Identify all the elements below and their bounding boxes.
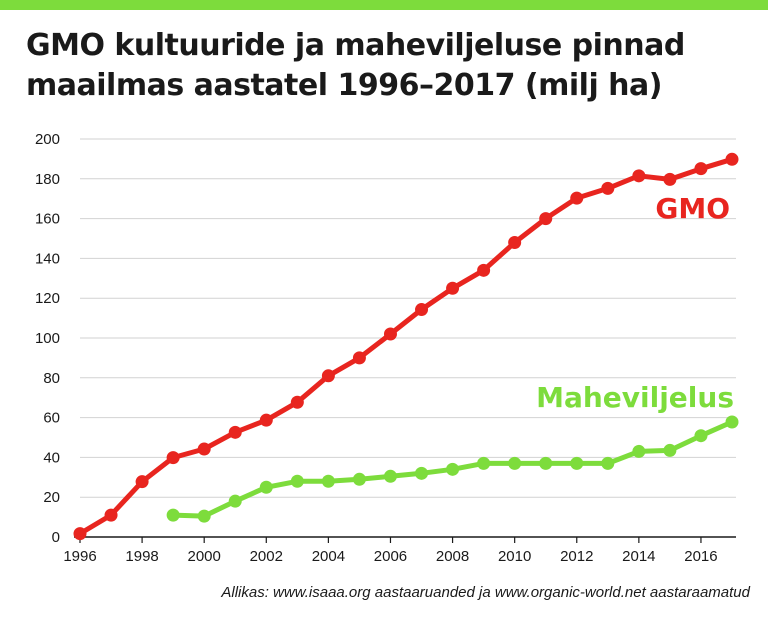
- data-point-gmo-2010: [508, 235, 522, 249]
- series-line-gmo: [77, 156, 735, 537]
- data-point-maheviljelus-2014: [632, 444, 646, 458]
- data-point-gmo-2014: [632, 169, 646, 183]
- x-tick-label-2016: 2016: [684, 548, 717, 565]
- axis-layer: 0 20 40 60 80 100 120 140 160 180 200 1996 1998 2000 2…: [35, 131, 736, 565]
- top-accent-bar: [0, 0, 768, 10]
- y-tick-label-0: 0: [52, 529, 60, 546]
- data-point-gmo-2003: [290, 395, 304, 409]
- data-point-gmo-1997: [104, 508, 118, 522]
- label-layer: GMO Maheviljelus: [536, 192, 734, 414]
- data-point-maheviljelus-2000: [197, 509, 211, 523]
- data-point-gmo-2004: [321, 369, 335, 383]
- grid-layer: [80, 138, 736, 498]
- data-point-maheviljelus-2013: [601, 456, 615, 470]
- data-point-maheviljelus-2017: [725, 415, 739, 429]
- data-point-maheviljelus-2009: [477, 456, 491, 470]
- y-tick-label-200: 200: [35, 131, 60, 148]
- x-tick-label-2002: 2002: [250, 548, 283, 565]
- y-tick-label-60: 60: [43, 410, 60, 427]
- data-point-gmo-2000: [197, 442, 211, 456]
- data-point-gmo-1998: [135, 475, 149, 489]
- data-point-maheviljelus-2001: [228, 494, 242, 508]
- data-point-maheviljelus-2008: [446, 462, 460, 476]
- data-point-maheviljelus-2002: [259, 480, 273, 494]
- data-point-gmo-2017: [725, 152, 739, 166]
- data-point-gmo-2006: [383, 327, 397, 341]
- data-point-maheviljelus-2016: [694, 429, 708, 443]
- data-point-gmo-2015: [663, 172, 677, 186]
- x-tick-label-2000: 2000: [188, 548, 221, 565]
- data-point-gmo-2013: [601, 181, 615, 195]
- data-point-maheviljelus-2007: [415, 466, 429, 480]
- y-tick-label-140: 140: [35, 250, 60, 267]
- x-tick-label-2008: 2008: [436, 548, 469, 565]
- data-point-maheviljelus-2006: [383, 469, 397, 483]
- x-tick-label-1998: 1998: [125, 548, 158, 565]
- data-point-maheviljelus-2010: [508, 456, 522, 470]
- data-point-gmo-1999: [166, 451, 180, 465]
- data-point-maheviljelus-2012: [570, 456, 584, 470]
- series-label-gmo: GMO: [655, 192, 730, 225]
- data-point-maheviljelus-2004: [321, 474, 335, 488]
- y-tick-label-100: 100: [35, 330, 60, 347]
- x-tick-label-2010: 2010: [498, 548, 531, 565]
- data-point-maheviljelus-2011: [539, 456, 553, 470]
- data-point-maheviljelus-2015: [663, 443, 677, 457]
- data-point-gmo-2011: [539, 212, 553, 226]
- data-point-gmo-2007: [415, 303, 429, 317]
- y-tick-label-160: 160: [35, 211, 60, 228]
- data-point-gmo-2008: [446, 281, 460, 295]
- y-tick-label-40: 40: [43, 449, 60, 466]
- data-point-gmo-2012: [570, 191, 584, 205]
- y-tick-label-80: 80: [43, 370, 60, 387]
- chart-title: GMO kultuuride ja maheviljeluse pinnad m…: [26, 28, 685, 103]
- x-tick-label-2004: 2004: [312, 548, 345, 565]
- y-tick-label-120: 120: [35, 290, 60, 307]
- data-point-gmo-2002: [259, 413, 273, 427]
- data-point-gmo-2005: [352, 351, 366, 365]
- x-tick-label-1996: 1996: [63, 548, 96, 565]
- data-point-maheviljelus-1999: [166, 508, 180, 522]
- x-tick-label-2006: 2006: [374, 548, 407, 565]
- source-note: Allikas: www.isaaa.org aastaaruanded ja …: [221, 584, 750, 601]
- y-tick-label-180: 180: [35, 171, 60, 188]
- data-point-gmo-2016: [694, 162, 708, 176]
- series-layer: [73, 152, 739, 541]
- data-point-maheviljelus-2003: [290, 474, 304, 488]
- data-point-gmo-1996: [73, 527, 87, 541]
- data-point-gmo-2001: [228, 425, 242, 439]
- data-point-gmo-2009: [477, 263, 491, 277]
- data-point-maheviljelus-2005: [352, 472, 366, 486]
- y-tick-label-20: 20: [43, 489, 60, 506]
- x-tick-label-2014: 2014: [622, 548, 655, 565]
- series-label-maheviljelus: Maheviljelus: [536, 381, 734, 414]
- x-tick-label-2012: 2012: [560, 548, 593, 565]
